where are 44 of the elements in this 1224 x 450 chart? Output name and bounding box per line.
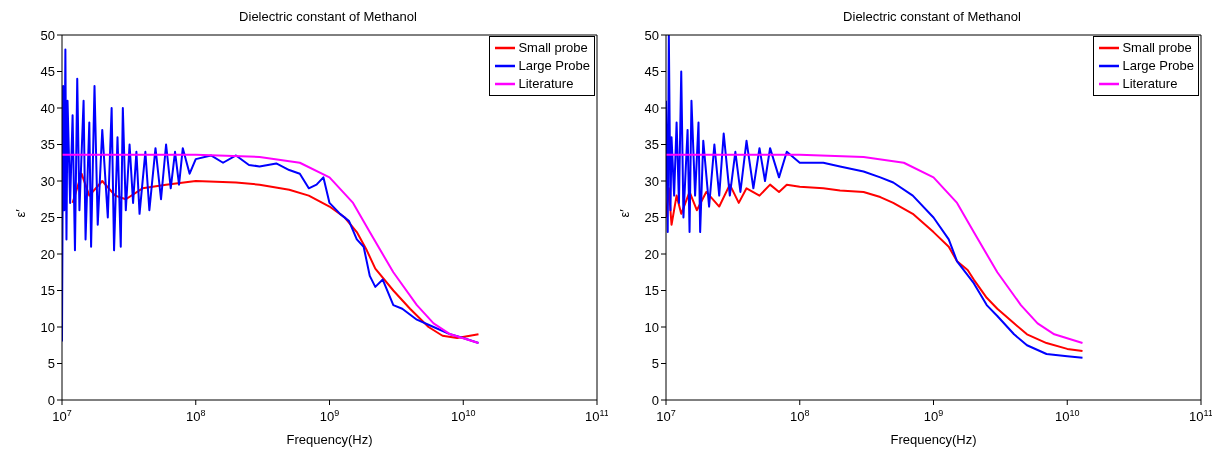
y-tick-label: 35 bbox=[40, 137, 55, 153]
x-tick-label: 10$^{11}$ bbox=[585, 408, 609, 424]
y-tick-label: 10 bbox=[644, 319, 659, 335]
legend-label: Large Probe bbox=[518, 57, 590, 75]
x-tick-label: 10$^{7}$ bbox=[656, 408, 676, 424]
x-axis-title: Frequency(Hz) bbox=[286, 432, 373, 447]
y-tick-label: 50 bbox=[644, 27, 659, 43]
y-axis-title: ε′ bbox=[616, 208, 632, 218]
y-tick-label: 25 bbox=[40, 210, 55, 226]
y-tick-label: 15 bbox=[40, 283, 55, 299]
chart-title: Dielectric constant of Methanol bbox=[842, 8, 1022, 26]
y-tick-label: 10 bbox=[40, 319, 55, 335]
x-tick-label: 10$^{8}$ bbox=[790, 408, 810, 424]
y-tick-label: 40 bbox=[40, 100, 55, 116]
legend-label: Literature bbox=[1122, 75, 1178, 93]
legend-label: Literature bbox=[518, 75, 574, 93]
y-tick-label: 15 bbox=[644, 283, 659, 299]
y-tick-label: 30 bbox=[40, 173, 55, 189]
x-tick-label: 10$^{8}$ bbox=[186, 408, 206, 424]
x-tick-label: 10$^{11}$ bbox=[1189, 408, 1213, 424]
y-tick-label: 0 bbox=[47, 392, 55, 408]
y-tick-label: 5 bbox=[651, 356, 659, 372]
x-tick-label: 10$^{9}$ bbox=[923, 408, 944, 424]
legend-label: Small probe bbox=[518, 39, 588, 57]
x-tick-label: 10$^{9}$ bbox=[319, 408, 340, 424]
y-tick-label: 40 bbox=[644, 100, 659, 116]
x-tick-label: 10$^{10}$ bbox=[1055, 408, 1080, 424]
x-tick-label: 10$^{10}$ bbox=[451, 408, 476, 424]
y-tick-label: 35 bbox=[644, 137, 659, 153]
legend-label: Large Probe bbox=[1122, 57, 1194, 75]
legend-label: Small probe bbox=[1122, 39, 1192, 57]
x-axis-title: Frequency(Hz) bbox=[890, 432, 977, 447]
y-tick-label: 45 bbox=[644, 64, 659, 80]
y-axis-title: ε′ bbox=[12, 208, 28, 218]
chart-title: Dielectric constant of Methanol bbox=[238, 8, 418, 26]
y-tick-label: 0 bbox=[651, 392, 659, 408]
y-tick-label: 5 bbox=[47, 356, 55, 372]
y-tick-label: 45 bbox=[40, 64, 55, 80]
y-tick-label: 20 bbox=[40, 246, 55, 262]
y-tick-label: 25 bbox=[644, 210, 659, 226]
y-tick-label: 50 bbox=[40, 27, 55, 43]
y-tick-label: 20 bbox=[644, 246, 659, 262]
x-tick-label: 10$^{7}$ bbox=[52, 408, 72, 424]
y-tick-label: 30 bbox=[644, 173, 659, 189]
